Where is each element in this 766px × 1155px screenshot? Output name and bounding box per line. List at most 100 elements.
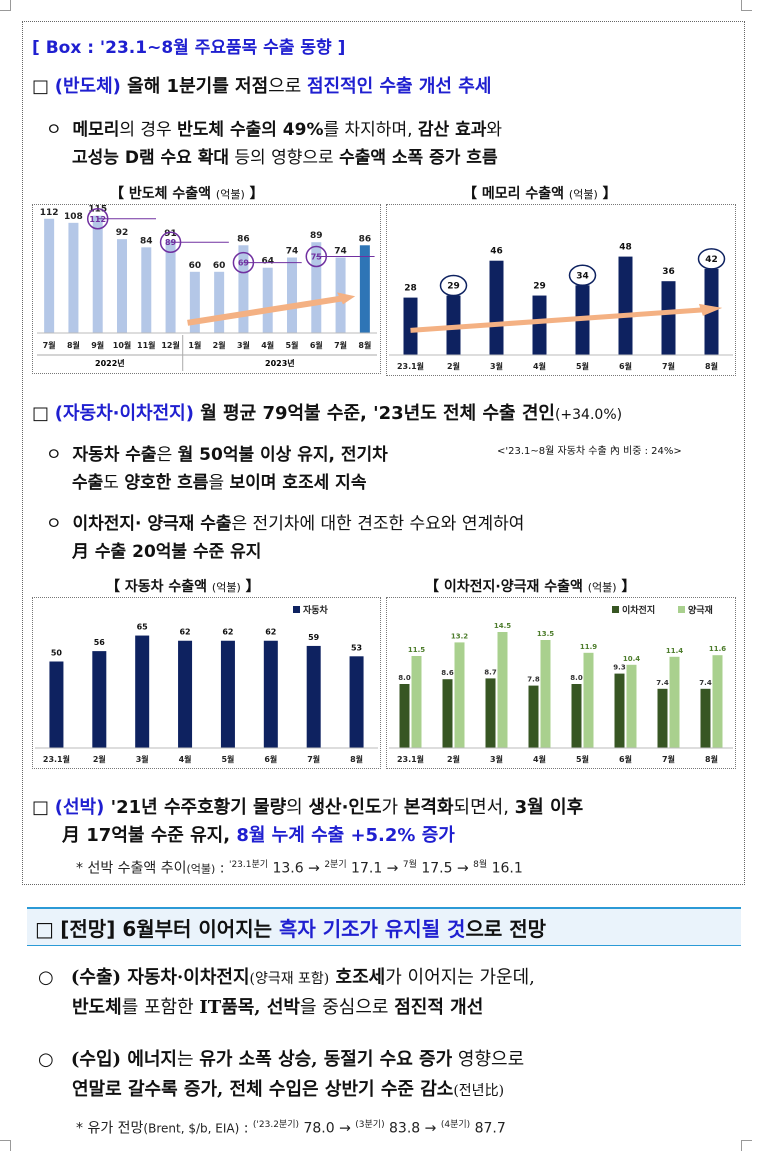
box-title: [ Box : '23.1~8월 주요품목 수출 동향 ]: [32, 38, 346, 58]
semis-value-label: 60: [189, 261, 202, 271]
semis-tick-label: 11월: [137, 340, 156, 350]
semis-secondary-label: 89: [165, 238, 177, 247]
semis-value-label: 74: [286, 247, 299, 257]
semis-tick-label: 5월: [286, 340, 299, 350]
auto-value-label: 62: [222, 628, 233, 637]
semis-trend-arrowhead: [337, 292, 356, 305]
semis-trend-arrow: [187, 295, 344, 326]
battery-value-label: 7.4: [656, 679, 669, 687]
auto-value-label: 59: [308, 633, 320, 642]
memory-trend-arrowhead: [698, 303, 723, 316]
memory-bar: [532, 295, 547, 355]
ship-note: * 선박 수출액 추이(억불) : '23.1분기 13.6 → 2분기 17.…: [76, 860, 523, 877]
battery-value-label: 9.3: [613, 664, 626, 672]
memory-tick-label: 2월: [447, 361, 460, 371]
battery-bar: [485, 678, 496, 748]
memory-value-label: 42: [705, 255, 718, 265]
memory-highlight-circle: [568, 264, 597, 287]
auto-bullet-2-cont: 月 수출 20억불 수준 유지: [72, 542, 262, 562]
auto-bullet-1: ㅇ 자동차 수출은 월 50억불 이상 유지, 전기차: [46, 445, 388, 465]
auto-chart-caption: 【 자동차 수출액 (억불) 】: [106, 579, 260, 595]
cathode-bar: [712, 655, 723, 748]
auto-value-label: 65: [137, 623, 149, 632]
memory-value-label: 48: [619, 243, 632, 253]
battery-chart-svg: 8.0 11.5 23.1월 8.6 13.2 2월 8.7 14.5 3월 7.8 13.5 4월 8…: [389, 604, 733, 764]
memory-bar: [618, 256, 633, 355]
memory-tick-label: 3월: [490, 361, 503, 371]
cathode-value-label: 10.4: [623, 655, 640, 663]
memory-tick-label: 23.1월: [397, 361, 424, 371]
semis-tick-label: 8월: [67, 340, 80, 350]
semis-bar: [92, 215, 103, 333]
auto-tick-label: 5월: [221, 754, 234, 764]
semis-value-label: 84: [140, 236, 153, 246]
semis-value-label: 115: [88, 205, 107, 215]
auto-tick-label: 2월: [93, 754, 106, 764]
semis-tick-label: 7월: [43, 340, 56, 350]
auto-value-label: 50: [51, 649, 63, 658]
auto-bullet-1-cont: 수출도 양호한 흐름을 보이며 호조세 지속: [72, 473, 367, 493]
auto-tick-label: 4월: [179, 754, 192, 764]
memory-value-label: 36: [662, 267, 675, 277]
auto-tick-label: 6월: [264, 754, 277, 764]
cathode-bar: [626, 664, 637, 748]
battery-bar: [657, 688, 668, 748]
battery-tick-label: 23.1월: [397, 754, 424, 764]
battery-bar: [399, 684, 410, 748]
memory-value-label: 34: [576, 271, 589, 281]
auto-bar: [135, 635, 150, 748]
semis-bar: [262, 267, 273, 333]
corner-mark: [0, 0, 11, 11]
semis-highlight-circle: [305, 245, 328, 268]
auto-bullet-2: ㅇ 이차전지· 양극재 수출은 전기차에 대한 견조한 수요와 연계하여: [46, 514, 525, 534]
box-frame: [22, 21, 745, 885]
ship-heading-cont: 月 17억불 수준 유지, 8월 누계 수출 +5.2% 증가: [62, 825, 455, 846]
cathode-bar: [454, 642, 465, 748]
battery-tick-label: 2월: [447, 754, 460, 764]
semis-bullet-1-cont: 고성능 D램 수요 확대 등의 영향으로 수출액 소폭 증가 흐름: [72, 148, 498, 168]
outlook-import-line-1: ○ (수입) 에너지는 유가 소폭 상승, 동절기 수요 증가 영향으로: [38, 1049, 525, 1070]
cathode-legend-swatch: [678, 606, 685, 613]
auto-tick-label: 7월: [307, 754, 320, 764]
battery-tick-label: 8월: [705, 754, 718, 764]
semis-highlight-circle: [86, 208, 109, 230]
semis-secondary-label: 112: [89, 215, 106, 224]
semis-tick-label: 3월: [237, 340, 250, 350]
semis-tick-label: 2월: [213, 340, 226, 350]
semis-bar: [238, 245, 249, 333]
memory-chart-svg: 28 23.1월 29 2월 46 3월 29 4월 34 5월 48 6월 36 7월 42 8월: [389, 243, 733, 371]
semis-bar: [189, 271, 200, 333]
semis-chart-caption: 【 반도체 수출액 (억불) 】: [110, 186, 264, 202]
outlook-export-line-1: ○ (수출) 자동차·이차전지(양극재 포함) 호조세가 이어지는 가운데,: [38, 967, 535, 988]
auto-bar: [306, 645, 321, 748]
memory-bar: [403, 297, 418, 355]
memory-value-label: 28: [404, 284, 417, 294]
battery-chart-caption: 【 이차전지·양극재 수출액 (억불) 】: [425, 579, 636, 595]
battery-value-label: 8.0: [570, 674, 583, 682]
battery-value-label: 8.6: [441, 669, 454, 677]
auto-tick-label: 3월: [136, 754, 149, 764]
auto-bar: [220, 640, 235, 748]
semis-bar: [287, 257, 297, 333]
semis-value-label: 74: [334, 247, 347, 257]
cathode-bar: [540, 640, 551, 748]
cathode-value-label: 11.4: [666, 647, 683, 655]
battery-value-label: 7.8: [527, 676, 540, 684]
semis-highlight-circle: [159, 231, 182, 253]
semis-group-label: 2023년: [265, 358, 295, 368]
auto-value-label: 62: [179, 628, 190, 637]
semis-value-label: 64: [261, 257, 274, 267]
memory-value-label: 29: [533, 282, 546, 292]
memory-chart: 28 23.1월 29 2월 46 3월 29 4월 34 5월 48 6월 36 7월 42 8월: [386, 204, 736, 376]
semis-value-label: 86: [359, 234, 372, 244]
memory-tick-label: 7월: [662, 361, 675, 371]
memory-tick-label: 4월: [533, 361, 546, 371]
corner-mark: [741, 0, 752, 11]
semis-secondary-label: 69: [238, 259, 250, 268]
semis-value-label: 92: [116, 228, 129, 238]
semis-bar: [44, 218, 55, 333]
auto-chart-svg: 50 23.1월 56 2월 65 3월 62 4월 62 5월 62 6월 59 7월 53 8월 자동차: [35, 604, 378, 764]
semis-value-label: 60: [213, 261, 226, 271]
memory-tick-label: 5월: [576, 361, 589, 371]
battery-bar: [571, 684, 582, 748]
